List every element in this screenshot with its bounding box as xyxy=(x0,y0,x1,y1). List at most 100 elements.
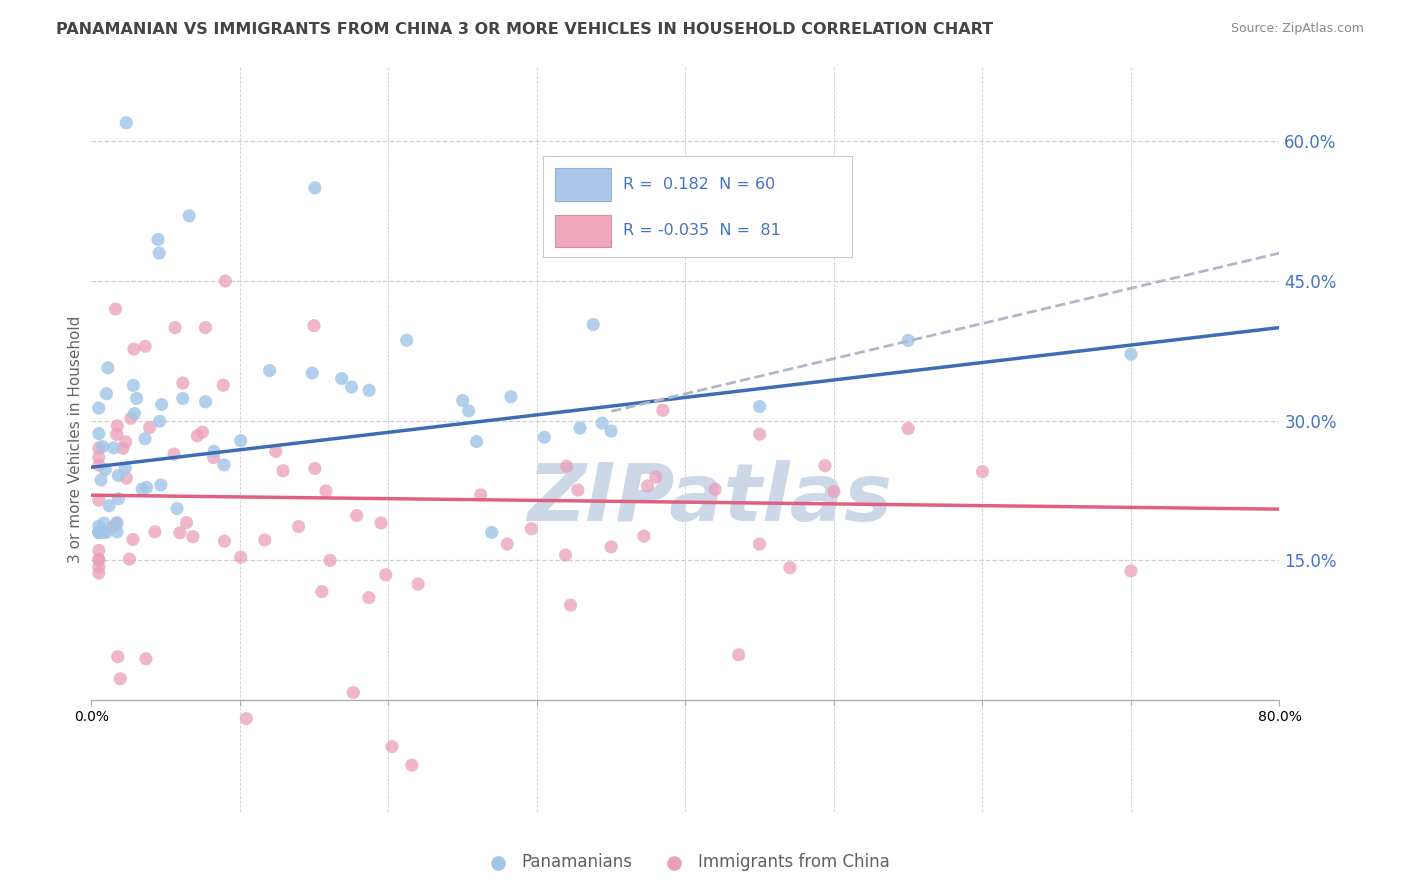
Point xyxy=(114,434,136,449)
Point xyxy=(591,416,613,430)
Point xyxy=(87,543,110,558)
Point xyxy=(457,404,479,418)
Point xyxy=(304,181,326,195)
Point xyxy=(120,411,142,425)
Point xyxy=(481,525,503,540)
Point xyxy=(191,425,214,440)
Point xyxy=(370,516,392,530)
Point xyxy=(582,318,605,332)
Point xyxy=(271,464,294,478)
Point xyxy=(897,421,920,435)
Point xyxy=(814,458,837,473)
Point xyxy=(311,584,333,599)
Point xyxy=(600,540,623,554)
Point xyxy=(87,552,110,566)
Point xyxy=(499,390,522,404)
Point xyxy=(103,520,125,534)
Point xyxy=(93,516,115,530)
Point xyxy=(94,462,117,476)
Point xyxy=(87,493,110,508)
Point xyxy=(90,473,112,487)
Point xyxy=(131,482,153,496)
Point xyxy=(302,318,325,333)
Point xyxy=(340,380,363,394)
Point xyxy=(568,421,591,435)
Point xyxy=(87,553,110,567)
Point xyxy=(330,371,353,385)
Point xyxy=(107,491,129,506)
Point xyxy=(138,420,160,434)
Point xyxy=(897,334,920,348)
Point xyxy=(122,342,145,356)
Point xyxy=(134,339,156,353)
Point xyxy=(214,274,236,288)
Point xyxy=(229,434,252,448)
Point xyxy=(107,468,129,483)
Point xyxy=(149,414,172,428)
Point xyxy=(110,672,132,686)
Point xyxy=(135,652,157,666)
Point xyxy=(87,525,110,540)
Point xyxy=(87,441,110,455)
Point xyxy=(105,516,128,530)
Point xyxy=(212,458,235,472)
Point xyxy=(633,529,655,543)
Point xyxy=(87,401,110,415)
Point xyxy=(315,483,337,498)
Point xyxy=(105,427,128,442)
Point xyxy=(202,450,225,465)
Point xyxy=(87,525,110,540)
Point xyxy=(107,649,129,664)
Point xyxy=(560,598,582,612)
Point xyxy=(172,392,194,406)
Point xyxy=(357,384,380,398)
Point xyxy=(194,320,217,334)
Point xyxy=(115,116,138,130)
Point xyxy=(259,363,281,377)
Point xyxy=(103,441,125,455)
Point xyxy=(87,519,110,533)
Text: ZIPatlas: ZIPatlas xyxy=(527,460,891,538)
Point xyxy=(748,427,770,442)
Point xyxy=(135,480,157,494)
Point xyxy=(96,386,118,401)
Point xyxy=(150,397,173,411)
Point xyxy=(105,418,128,433)
Point xyxy=(304,461,326,475)
Point xyxy=(235,712,257,726)
Point xyxy=(779,560,801,574)
Point xyxy=(374,567,396,582)
Point xyxy=(533,430,555,444)
Text: Source: ZipAtlas.com: Source: ZipAtlas.com xyxy=(1230,22,1364,36)
Point xyxy=(105,524,128,539)
Point xyxy=(194,394,217,409)
Point xyxy=(148,246,170,260)
Point xyxy=(111,441,134,455)
Point xyxy=(114,461,136,475)
Point xyxy=(823,484,845,499)
Point xyxy=(87,426,110,441)
Point xyxy=(118,552,141,566)
Point xyxy=(212,378,235,392)
Point xyxy=(214,534,236,549)
Point xyxy=(567,483,589,497)
Point xyxy=(87,450,110,465)
Point xyxy=(143,524,166,539)
Point xyxy=(87,525,110,540)
Point xyxy=(98,499,121,513)
Point xyxy=(97,360,120,375)
Point xyxy=(600,424,623,438)
Point xyxy=(346,508,368,523)
Point xyxy=(181,530,204,544)
Point xyxy=(496,537,519,551)
Point xyxy=(401,758,423,772)
Point xyxy=(451,393,474,408)
Legend: Panamanians, Immigrants from China: Panamanians, Immigrants from China xyxy=(475,847,896,878)
Point xyxy=(357,591,380,605)
Point xyxy=(169,525,191,540)
Point xyxy=(125,392,148,406)
Point xyxy=(146,233,169,247)
Point xyxy=(554,548,576,562)
Point xyxy=(972,465,994,479)
Point xyxy=(149,478,172,492)
